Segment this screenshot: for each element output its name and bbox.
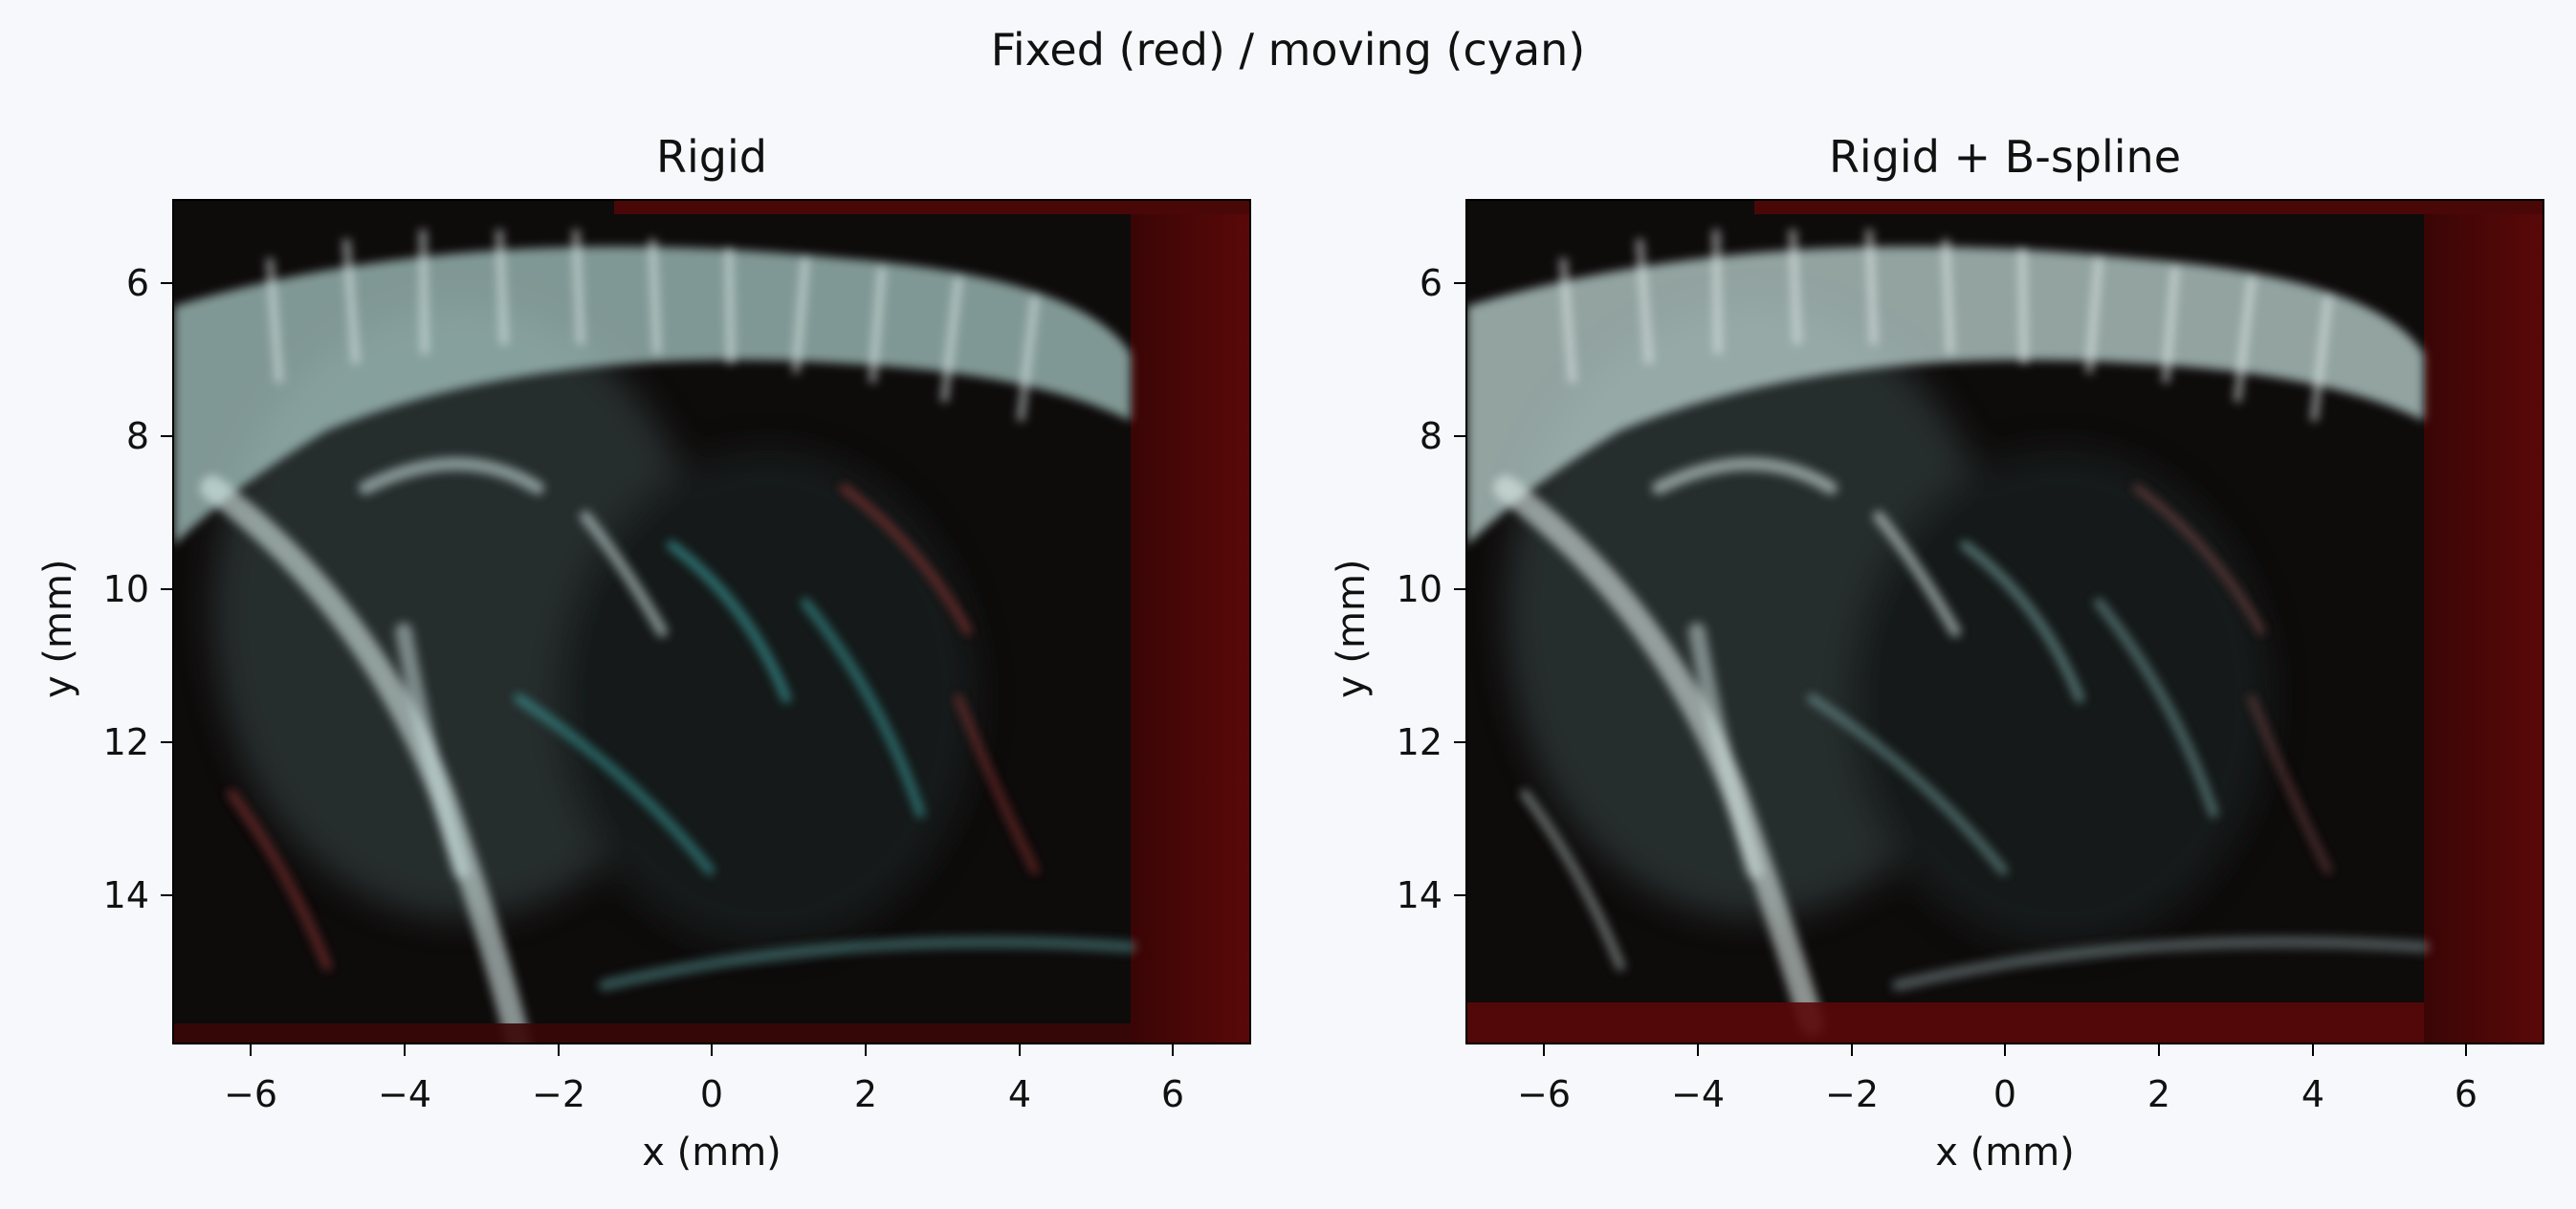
panel-bspline-xtickmark (2004, 1044, 2006, 1056)
panel-rigid-ytickmark (161, 741, 172, 743)
panel-bspline-xlabel: x (mm) (1935, 1131, 2075, 1175)
panel-bspline-xtick-m6: −6 (1516, 1073, 1572, 1115)
panel-bspline-xtick-4: 4 (2301, 1073, 2325, 1115)
panel-bspline-ytickmark (1454, 741, 1465, 743)
panel-rigid-xtick-6: 6 (1160, 1073, 1185, 1115)
panel-rigid-title: Rigid (656, 131, 767, 183)
panel-rigid-xlabel: x (mm) (642, 1131, 782, 1175)
panel-rigid-xtick-m4: −4 (377, 1073, 432, 1115)
panel-bspline-xtickmark (2465, 1044, 2467, 1056)
panel-rigid-xtick-m6: −6 (223, 1073, 278, 1115)
panel-rigid-ytick-10: 10 (102, 568, 149, 610)
panel-rigid-ytick-12: 12 (102, 721, 149, 763)
panel-bspline-ytick-6: 6 (1419, 262, 1442, 304)
figure-title: Fixed (red) / moving (cyan) (990, 24, 1586, 76)
panel-bspline-xtick-2: 2 (2147, 1073, 2171, 1115)
panel-bspline-xtickmark (2158, 1044, 2160, 1056)
panel-bspline-ytickmark (1454, 894, 1465, 896)
panel-rigid-xtick-0: 0 (699, 1073, 724, 1115)
panel-bspline-ytick-8: 8 (1419, 415, 1442, 457)
panel-rigid-xtick-4: 4 (1007, 1073, 1032, 1115)
panel-rigid-xtickmark (558, 1044, 560, 1056)
panel-rigid-image (172, 199, 1251, 1044)
panel-rigid-xtickmark (404, 1044, 406, 1056)
panel-bspline-xtickmark (1697, 1044, 1699, 1056)
panel-bspline-xtick-6: 6 (2454, 1073, 2478, 1115)
panel-bspline-xtick-m2: −2 (1824, 1073, 1880, 1115)
panel-bspline-ytick-12: 12 (1396, 721, 1442, 763)
panel-rigid-xtickmark (711, 1044, 713, 1056)
panel-bspline-image (1465, 199, 2544, 1044)
panel-bspline-ytickmark (1454, 435, 1465, 437)
panel-rigid-ytick-14: 14 (102, 874, 149, 916)
panel-bspline-ytickmark (1454, 282, 1465, 284)
panel-bspline-title: Rigid + B-spline (1828, 131, 2182, 183)
panel-rigid-xtick-m2: −2 (531, 1073, 586, 1115)
panel-bspline-ytickmark (1454, 588, 1465, 590)
panel-rigid-ytickmark (161, 282, 172, 284)
panel-rigid-xtick-2: 2 (853, 1073, 878, 1115)
panel-bspline-xtickmark (1851, 1044, 1853, 1056)
panel-bspline-ytick-14: 14 (1396, 874, 1442, 916)
panel-rigid-ytick-6: 6 (125, 262, 149, 304)
panel-bspline-xtickmark (1543, 1044, 1545, 1056)
panel-rigid-ytickmark (161, 588, 172, 590)
panel-rigid-ytickmark (161, 894, 172, 896)
panel-bspline-xtick-0: 0 (1993, 1073, 2017, 1115)
panel-bspline-ytick-10: 10 (1396, 568, 1442, 610)
panel-rigid-xtickmark (1172, 1044, 1174, 1056)
panel-bspline-xtick-m4: −4 (1670, 1073, 1726, 1115)
panel-rigid-xtickmark (250, 1044, 252, 1056)
panel-rigid-ytick-8: 8 (125, 415, 149, 457)
panel-rigid-xtickmark (865, 1044, 867, 1056)
panel-rigid-xtickmark (1019, 1044, 1021, 1056)
panel-rigid-ytickmark (161, 435, 172, 437)
panel-bspline-xtickmark (2312, 1044, 2314, 1056)
